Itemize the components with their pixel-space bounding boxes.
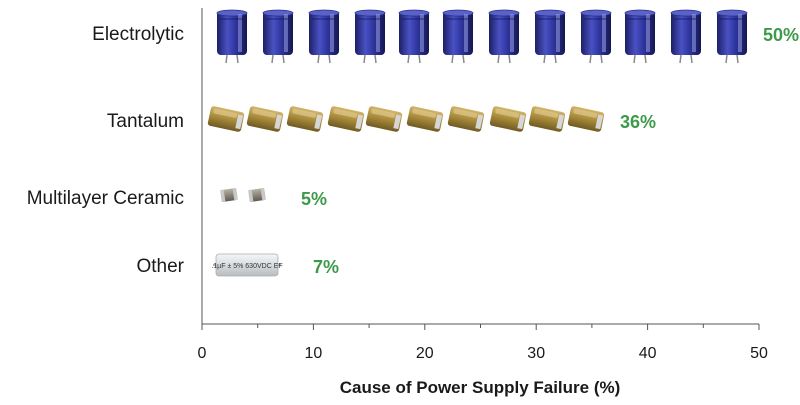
data-label: 50% bbox=[763, 25, 799, 45]
bar-ceramic-capacitor bbox=[220, 187, 266, 203]
x-tick-label: 30 bbox=[527, 345, 545, 362]
x-tick-label: 0 bbox=[198, 345, 207, 362]
tantalum-capacitor-icon bbox=[286, 106, 324, 132]
electrolytic-capacitor-icon bbox=[308, 9, 340, 64]
data-label: 7% bbox=[313, 257, 339, 277]
tantalum-capacitor-icon bbox=[365, 106, 403, 132]
electrolytic-capacitor-icon bbox=[580, 9, 612, 64]
x-tick-label: 10 bbox=[305, 345, 323, 362]
tantalum-capacitor-icon bbox=[327, 106, 365, 132]
data-label: 5% bbox=[301, 189, 327, 209]
electrolytic-capacitor-icon bbox=[534, 9, 566, 64]
film-capacitor-print: .1µF ± 5% 630VDC EF bbox=[211, 263, 282, 270]
data-label: 36% bbox=[620, 112, 656, 132]
x-axis-title: Cause of Power Supply Failure (%) bbox=[340, 378, 621, 397]
electrolytic-capacitor-icon bbox=[488, 9, 520, 64]
electrolytic-capacitor-icon bbox=[716, 9, 748, 64]
electrolytic-capacitor-icon bbox=[624, 9, 656, 64]
category-label: Electrolytic bbox=[92, 24, 184, 45]
data-labels: 50% 36% 5% 7% bbox=[301, 25, 799, 277]
electrolytic-capacitor-icon bbox=[670, 9, 702, 64]
category-labels: Electrolytic Tantalum Multilayer Ceramic Ot… bbox=[27, 24, 185, 277]
tantalum-capacitor-icon bbox=[489, 106, 527, 132]
category-label: Other bbox=[136, 256, 184, 277]
electrolytic-capacitor-icon bbox=[262, 9, 294, 64]
x-tick-label: 20 bbox=[416, 345, 434, 362]
tantalum-capacitor-icon bbox=[207, 106, 245, 132]
electrolytic-capacitor-icon bbox=[398, 9, 430, 64]
bar-film-capacitor: .1µF ± 5% 630VDC EF bbox=[211, 253, 283, 277]
electrolytic-capacitor-icon bbox=[216, 9, 248, 64]
bar-electrolytic-capacitor bbox=[216, 9, 748, 64]
category-label: Multilayer Ceramic bbox=[27, 188, 184, 209]
electrolytic-capacitor-icon bbox=[442, 9, 474, 64]
x-tick-label: 50 bbox=[750, 345, 768, 362]
category-label: Tantalum bbox=[107, 111, 184, 132]
ceramic-capacitor-icon bbox=[248, 187, 266, 203]
ceramic-capacitor-icon bbox=[220, 187, 238, 203]
x-axis: 0 10 20 30 40 50 bbox=[198, 8, 768, 362]
tantalum-capacitor-icon bbox=[246, 106, 284, 132]
x-tick-label: 40 bbox=[639, 345, 657, 362]
pictograph-bars: .1µF ± 5% 630VDC EF bbox=[207, 9, 748, 277]
tantalum-capacitor-icon bbox=[528, 106, 566, 132]
film-capacitor-icon: .1µF ± 5% 630VDC EF bbox=[211, 253, 283, 277]
electrolytic-capacitor-icon bbox=[354, 9, 386, 64]
tantalum-capacitor-icon bbox=[406, 106, 444, 132]
tantalum-capacitor-icon bbox=[447, 106, 485, 132]
bar-tantalum-capacitor bbox=[207, 106, 605, 132]
tantalum-capacitor-icon bbox=[567, 106, 605, 132]
